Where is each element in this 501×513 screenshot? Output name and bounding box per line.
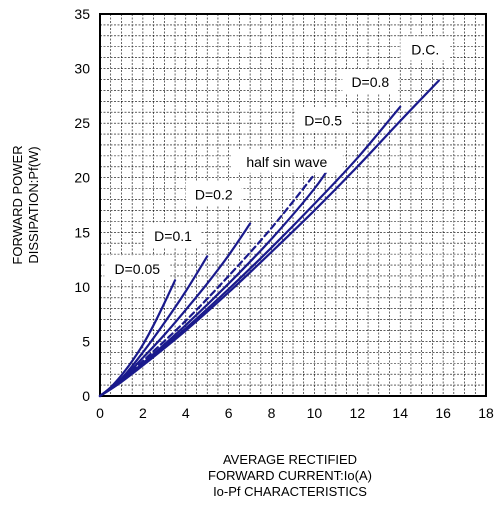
x-tick-label: 18	[478, 405, 494, 421]
plot-frame	[99, 13, 487, 397]
y-tick-label: 25	[74, 115, 90, 131]
x-tick-label: 16	[435, 405, 451, 421]
x-tick-label: 4	[182, 405, 190, 421]
x-tick-label: 8	[268, 405, 276, 421]
y-tick-label: 20	[74, 170, 90, 186]
curve-label-box	[230, 148, 343, 173]
curve-label-text: D=0.1	[154, 228, 192, 244]
series-lines	[98, 79, 440, 398]
y-axis-title-line-2: DISSIPATION:Pf(W)	[26, 146, 41, 263]
curve-label-text: half sin wave	[246, 154, 327, 170]
x-tick-label: 14	[392, 405, 408, 421]
chart-caption: Io-Pf CHARACTERISTICS	[213, 484, 367, 499]
y-tick-label: 15	[74, 224, 90, 240]
x-tick-label: 10	[307, 405, 323, 421]
grid-lines	[99, 13, 487, 397]
x-tick-label: 0	[96, 405, 104, 421]
y-tick-label: 10	[74, 279, 90, 295]
y-tick-label: 30	[74, 61, 90, 77]
y-tick-labels: 0 5 10 15 20 25 30 35	[74, 6, 90, 404]
curve-label-text: D=0.2	[195, 187, 233, 203]
y-tick-label: 0	[82, 388, 90, 404]
curve-label-box	[104, 255, 171, 280]
curve-label-text: D=0.8	[351, 74, 389, 90]
x-tick-labels: 0 2 4 6 8 10 12 14 16 18	[96, 405, 494, 421]
series-line-d-c	[98, 79, 440, 398]
curve-label-box	[185, 181, 242, 206]
curve-label-box	[342, 69, 399, 94]
y-tick-label: 35	[74, 6, 90, 22]
curve-label-box	[145, 223, 202, 248]
curve-label-text: D=0.05	[115, 261, 161, 277]
curve-label-text: D=0.5	[304, 112, 342, 128]
curve-labels: D=0.05 D=0.1 D=0.2 half sin wave D=0.5 D=0.8 D…	[104, 36, 451, 280]
curve-label-text: D.C.	[411, 41, 439, 57]
curve-label-box	[400, 36, 451, 61]
x-axis-title-line-1: AVERAGE RECTIFIED	[222, 452, 358, 467]
x-axis-title-line-2: FORWARD CURRENT:Io(A)	[208, 468, 372, 483]
curve-label-box	[295, 107, 352, 132]
y-axis-title-line-1: FORWARD POWER	[10, 145, 25, 264]
x-tick-label: 12	[350, 405, 366, 421]
y-tick-label: 5	[82, 333, 90, 349]
x-tick-label: 6	[225, 405, 233, 421]
x-tick-label: 2	[139, 405, 147, 421]
